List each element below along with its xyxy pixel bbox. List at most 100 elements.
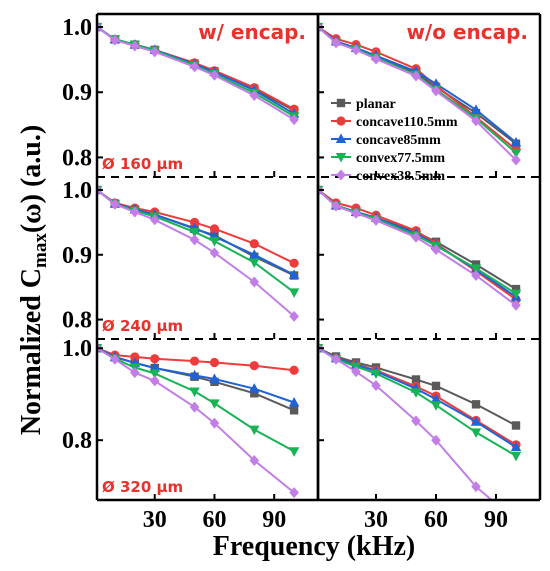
- data-point-convex38.5mm: [189, 61, 200, 73]
- series-group: [318, 342, 522, 526]
- series-group: [97, 184, 300, 322]
- size-label: Ø 160 μm: [102, 155, 183, 173]
- data-point-convex38.5mm: [431, 85, 441, 97]
- data-point-concave85mm: [430, 393, 442, 404]
- data-point-convex38.5mm: [130, 367, 140, 379]
- data-point-concave85mm: [430, 78, 442, 88]
- data-point-convex77.5mm: [149, 369, 160, 379]
- data-point-convex38.5mm: [289, 114, 299, 126]
- data-point-convex38.5mm: [149, 46, 160, 58]
- data-point-convex38.5mm: [149, 214, 160, 226]
- legend-label: convex77.5mm: [356, 151, 445, 166]
- series-group: [318, 184, 522, 311]
- legend-marker: [336, 116, 346, 126]
- data-point-planar: [431, 381, 441, 391]
- data-point-convex38.5mm: [189, 401, 200, 413]
- y-axis-title: Normalized Cmax(ω) (a.u.): [16, 125, 51, 435]
- data-point-planar: [471, 400, 481, 409]
- data-point-convex38.5mm: [249, 276, 260, 288]
- y-tick-label: 0.9: [62, 243, 92, 269]
- y-tick-label: 1.0: [62, 15, 92, 41]
- data-point-convex38.5mm: [351, 44, 361, 56]
- data-point-convex77.5mm: [288, 288, 300, 298]
- data-point-planar: [511, 284, 521, 294]
- data-point-concave85mm: [288, 396, 300, 407]
- data-point-convex38.5mm: [411, 70, 421, 82]
- data-point-convex38.5mm: [511, 154, 521, 166]
- data-point-concave110.5mm: [289, 258, 299, 268]
- legend-item: convex38.5mm: [331, 169, 445, 184]
- data-point-concave85mm: [189, 369, 200, 380]
- data-point-concave85mm: [249, 383, 260, 393]
- size-label: Ø 320 μm: [102, 478, 183, 496]
- data-point-convex77.5mm: [288, 447, 300, 457]
- data-point-convex77.5mm: [209, 399, 220, 409]
- data-point-convex38.5mm: [371, 214, 381, 226]
- panel-r2-c2: [316, 177, 542, 339]
- legend-item: concave85mm: [331, 133, 441, 148]
- legend-marker: [336, 169, 346, 181]
- legend-marker: [335, 153, 347, 163]
- data-point-convex38.5mm: [209, 69, 220, 81]
- plot-area: 0.80.91.0 w/ encap.Ø 160 μmw/o encap.0.80…: [62, 12, 542, 533]
- data-point-convex38.5mm: [431, 434, 441, 446]
- data-point-convex77.5mm: [189, 228, 200, 238]
- data-point-concave110.5mm: [189, 356, 200, 366]
- size-label: Ø 240 μm: [102, 317, 183, 335]
- legend-label: convex38.5mm: [356, 169, 445, 184]
- legend-label: planar: [356, 97, 396, 112]
- data-point-convex38.5mm: [110, 34, 120, 46]
- data-point-convex38.5mm: [471, 481, 481, 493]
- x-tick-label: 60: [202, 507, 226, 533]
- legend-item: convex77.5mm: [331, 151, 445, 166]
- panel-r1-c1: 0.8 0.9 1.0 w/ encap. Ø 160 μm: [62, 14, 320, 177]
- data-point-convex38.5mm: [110, 198, 120, 210]
- series-line-convex38.5mm: [97, 347, 295, 494]
- data-point-convex38.5mm: [189, 234, 200, 246]
- y-tick-label: 0.9: [62, 80, 92, 106]
- data-point-convex38.5mm: [289, 487, 299, 499]
- data-point-convex38.5mm: [110, 353, 120, 365]
- legend-marker: [336, 98, 346, 108]
- legend-label: concave85mm: [356, 133, 441, 148]
- data-point-concave110.5mm: [209, 224, 220, 234]
- data-point-convex38.5mm: [511, 299, 521, 311]
- x-tick-label: 90: [262, 507, 286, 533]
- data-point-concave110.5mm: [289, 365, 299, 375]
- y-tick-label: 0.8: [62, 428, 92, 454]
- data-point-convex77.5mm: [430, 401, 442, 411]
- data-point-convex38.5mm: [209, 417, 220, 429]
- data-point-concave110.5mm: [249, 239, 259, 249]
- data-point-planar: [511, 421, 521, 430]
- panel-r3-c1: 0.8 1.0 30 60 90 Ø 320 μm: [62, 336, 320, 533]
- data-point-concave85mm: [209, 373, 220, 384]
- data-point-convex77.5mm: [510, 451, 522, 462]
- y-tick-label: 1.0: [62, 178, 92, 204]
- data-point-convex38.5mm: [289, 310, 299, 322]
- legend-marker: [335, 133, 347, 143]
- panel-r3-c2: 30 60 90: [316, 339, 542, 533]
- data-point-concave110.5mm: [209, 357, 220, 368]
- data-point-convex77.5mm: [370, 369, 382, 379]
- data-point-convex77.5mm: [510, 289, 522, 300]
- data-point-convex38.5mm: [331, 200, 341, 212]
- data-point-convex77.5mm: [249, 258, 260, 269]
- data-point-convex38.5mm: [351, 207, 361, 219]
- data-point-convex38.5mm: [511, 515, 521, 526]
- x-tick-label: 60: [424, 507, 448, 533]
- data-point-concave110.5mm: [249, 361, 259, 371]
- data-point-concave85mm: [470, 416, 482, 426]
- data-point-convex77.5mm: [510, 148, 522, 159]
- series-group: [97, 342, 300, 499]
- series-line-convex38.5mm: [318, 189, 517, 307]
- data-point-convex38.5mm: [331, 37, 341, 49]
- series-line-convex77.5mm: [318, 347, 517, 457]
- data-point-convex77.5mm: [189, 387, 200, 397]
- legend-label: concave110.5mm: [356, 115, 458, 130]
- data-point-concave85mm: [470, 104, 482, 114]
- x-axis-title: Frequency (kHz): [213, 531, 415, 562]
- panel-r2-c1: 0.8 0.9 1.0 Ø 240 μm: [62, 177, 320, 339]
- data-point-convex38.5mm: [249, 454, 260, 466]
- data-point-convex77.5mm: [470, 428, 482, 438]
- column-label: w/o encap.: [406, 20, 528, 44]
